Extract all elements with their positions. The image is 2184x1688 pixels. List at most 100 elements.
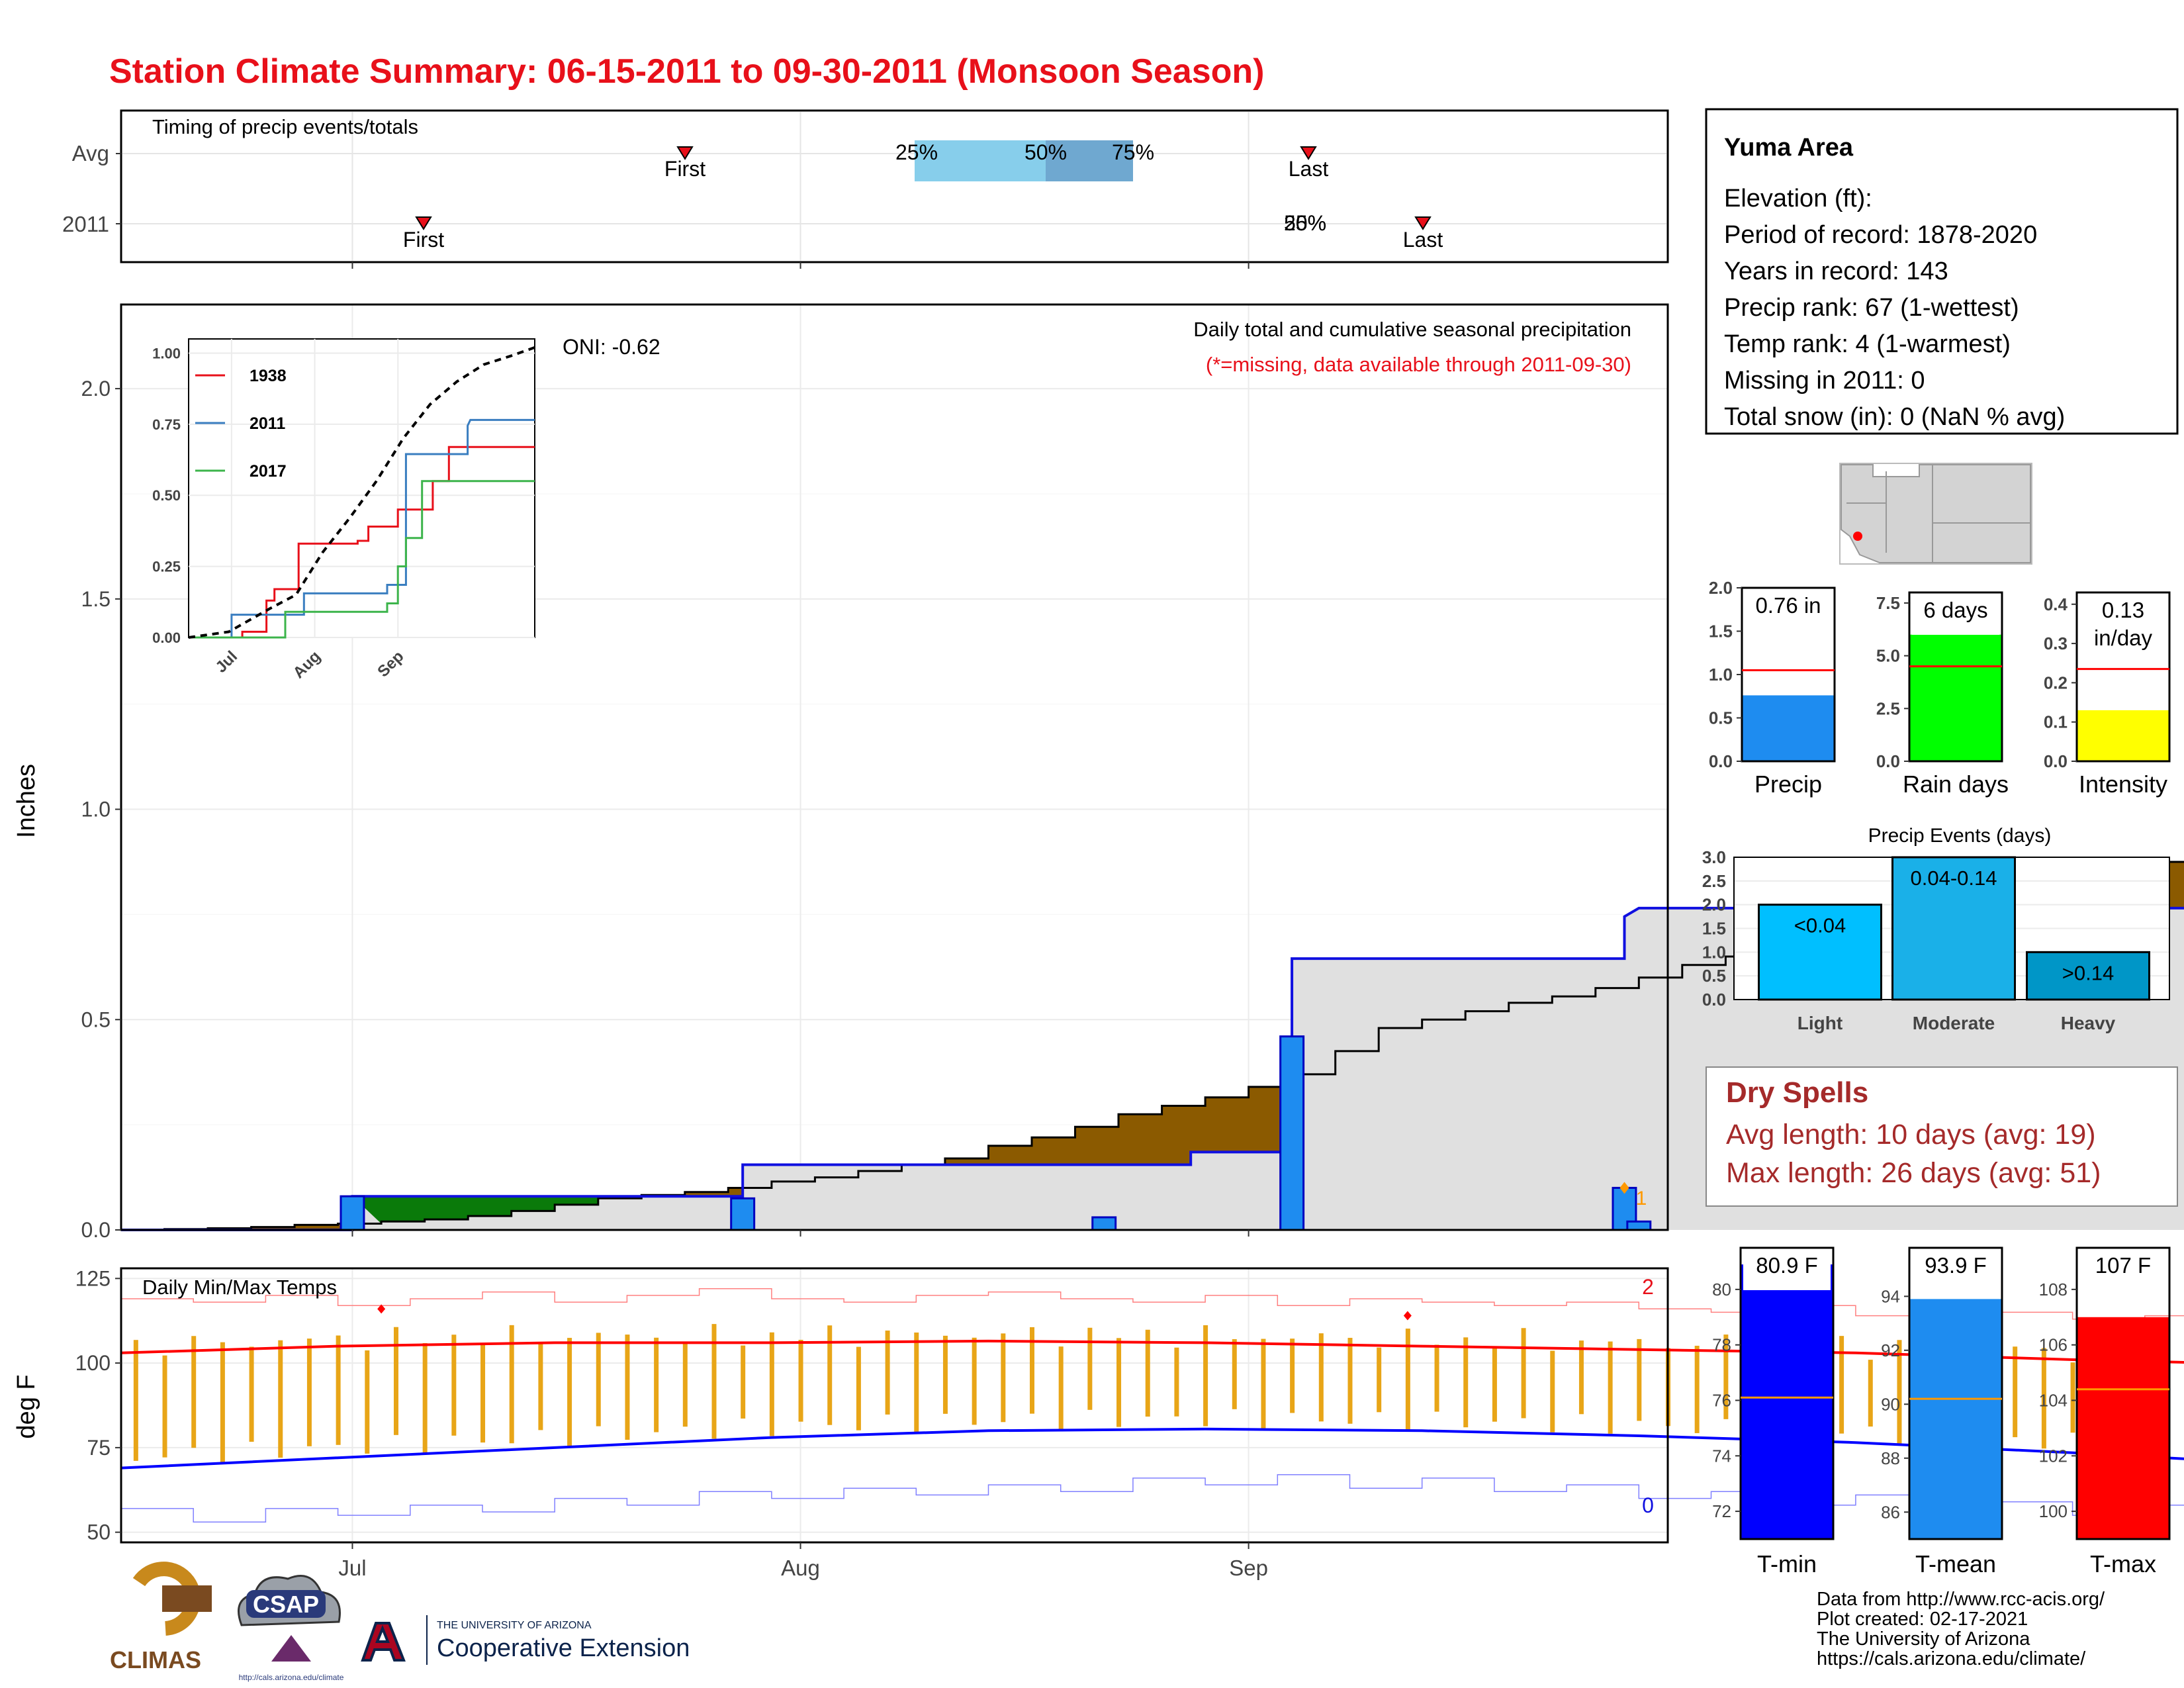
temps-frame [120,1267,1669,1544]
climas-logo-swirl [132,1562,201,1636]
temp-range-bar-114 [1550,1350,1555,1432]
daily-precip-bar-1 [730,1197,756,1231]
inset-series-2011 [189,418,535,639]
temp-range-bar-94 [1261,1338,1266,1429]
timing-frame [120,109,1669,263]
temp-range-bar-104 [1405,1329,1410,1431]
temp-range-bar-96 [1290,1338,1295,1413]
temp-range-bar-90 [1203,1325,1208,1427]
temps-ytick-label-1: 75 [87,1436,111,1460]
dry-spells-frame [1706,1066,2178,1207]
temps-title: Daily Min/Max Temps [142,1276,337,1299]
precip-ylabel: Inches [13,764,40,838]
tmin-ytick-label-1: 74 [1712,1446,1731,1466]
temp-range-bar-110 [1492,1348,1497,1422]
intensity-ytick-label-4: 0.4 [2044,594,2068,614]
temp-range-bar-62 [798,1340,803,1422]
inset-ytick-label-3: 0.75 [152,416,181,433]
rain-days-ytick-label-3: 7.5 [1876,593,1900,613]
inset-legend-label-2011: 2011 [250,414,285,433]
climas-logo-text: CLIMAS [110,1646,201,1673]
temp-range-bar-124 [1694,1345,1700,1433]
record-marker-0 [377,1304,386,1314]
timing-panel: Timing of precip events/totals Avg 2011 … [62,109,1669,269]
temp-range-bar-108 [1463,1337,1469,1428]
temp-range-bar-146 [2013,1346,2018,1438]
avg-first-label: First [664,157,705,181]
temp-range-bar-36 [422,1343,428,1454]
quartile-bar-25-50 [915,140,1046,181]
inset-frame [188,338,535,638]
temp-range-bar-66 [856,1346,861,1430]
inset-series-avg [188,346,535,639]
tmin-bar [1741,1264,1833,1539]
tmax-ytick-label-4: 108 [2039,1280,2068,1299]
precip-ytick-label-1: 0.5 [1709,708,1733,728]
tmean-ytick-label-3: 92 [1881,1340,1900,1360]
events-category-light: Light [1797,1013,1843,1033]
temp-range-bar-72 [942,1335,948,1414]
tmin-ytick-label-0: 72 [1712,1501,1731,1521]
y2011-last-label: Last [1403,228,1443,252]
temp-range-bar-20 [191,1336,197,1448]
timing-row-avg: Avg [72,141,109,165]
temp-range-bar-84 [1116,1338,1122,1427]
tmin-label: T-min [1757,1550,1817,1577]
y2011-q-label-a: 25% [1284,211,1326,235]
temp-range-bar-118 [1608,1341,1613,1434]
events-bar-label-moderate: 0.04-0.14 [1911,867,1997,890]
inset-legend-label-1938: 1938 [250,367,287,385]
inset-ytick-label-2: 0.50 [152,487,181,504]
mini-panel-rain-days: 6 days 0.0 2.5 5.0 7.5 Rain days [1876,591,2009,798]
temp-range-bar-80 [1058,1346,1064,1430]
temp-range-bar-92 [1232,1339,1237,1409]
timing-row-2011: 2011 [62,212,109,236]
temp-range-bar-68 [885,1331,890,1415]
source-line-4: https://cals.arizona.edu/climate/ [1817,1648,2086,1669]
mini-panel-tmin: 80.9 F 72 74 76 78 80 T-min [1712,1246,1835,1577]
q25-label: 25% [895,140,938,164]
temp-range-bar-32 [365,1350,370,1454]
mini-panel-tmax: 107 F 100 102 104 106 108 T-max [2039,1246,2171,1577]
tmean-label: T-mean [1915,1550,1996,1577]
temp-range-bar-28 [306,1338,312,1446]
temps-ytick-label-0: 50 [87,1521,111,1544]
temps-ylabel: deg F [13,1374,40,1438]
info-box: Yuma Area Elevation (ft): Period of reco… [1705,108,2179,435]
temp-range-bar-34 [393,1327,398,1435]
tmax-label: T-max [2090,1550,2156,1577]
info-line-precip-rank: Precip rank: 67 (1-wettest) [1724,294,2019,322]
info-line-temp-rank: Temp rank: 4 (1-warmest) [1724,330,2011,358]
tmean-ytick-label-1: 88 [1881,1448,1900,1468]
info-line-elevation: Elevation (ft): [1724,185,1872,212]
precip-label: Precip [1754,771,1822,798]
ua-logo-small-text: THE UNIVERSITY OF ARIZONA [437,1620,592,1631]
y2011-first-marker [415,216,432,230]
csap-logo: CSAP http://cals.arizona.edu/climate [238,1575,344,1682]
events-category-moderate: Moderate [1913,1013,1995,1033]
oni-label: ONI: -0.62 [563,335,660,359]
quartile-bar-50-75 [1046,140,1133,181]
tmax-bar [2077,1317,2169,1539]
events-title: Precip Events (days) [1868,825,2052,847]
tmax-ytick-label-2: 104 [2039,1390,2068,1410]
q75-label: 75% [1112,140,1154,164]
record-max-line [121,1288,2184,1320]
daily-precip-bar-0 [340,1195,365,1231]
temp-range-bar-70 [914,1333,919,1433]
events-ytick-label-2: 1.0 [1702,942,1726,962]
tmin-frame [1739,1246,1835,1540]
dry-spells-avg: Avg length: 10 days (avg: 19) [1726,1119,2096,1150]
timing-label: Timing of precip events/totals [152,115,418,138]
tmean-label-bg [1912,1250,1999,1290]
info-box-frame [1705,108,2179,435]
source-line-1: Data from http://www.rcc-acis.org/ [1817,1589,2105,1610]
precip-bar [1742,695,1835,761]
temp-range-bar-88 [1174,1347,1179,1417]
precip-events-panel: <0.04 Light 0.04-0.14 Moderate >0.14 Heavy 0.0… [1702,825,2170,1033]
temps-xtick-label-2: Sep [1229,1556,1268,1580]
inset-legend-label-2017: 2017 [250,462,287,481]
temp-range-bar-112 [1521,1328,1526,1419]
temp-range-bar-48 [596,1333,601,1427]
station-name: Yuma Area [1724,134,1854,162]
